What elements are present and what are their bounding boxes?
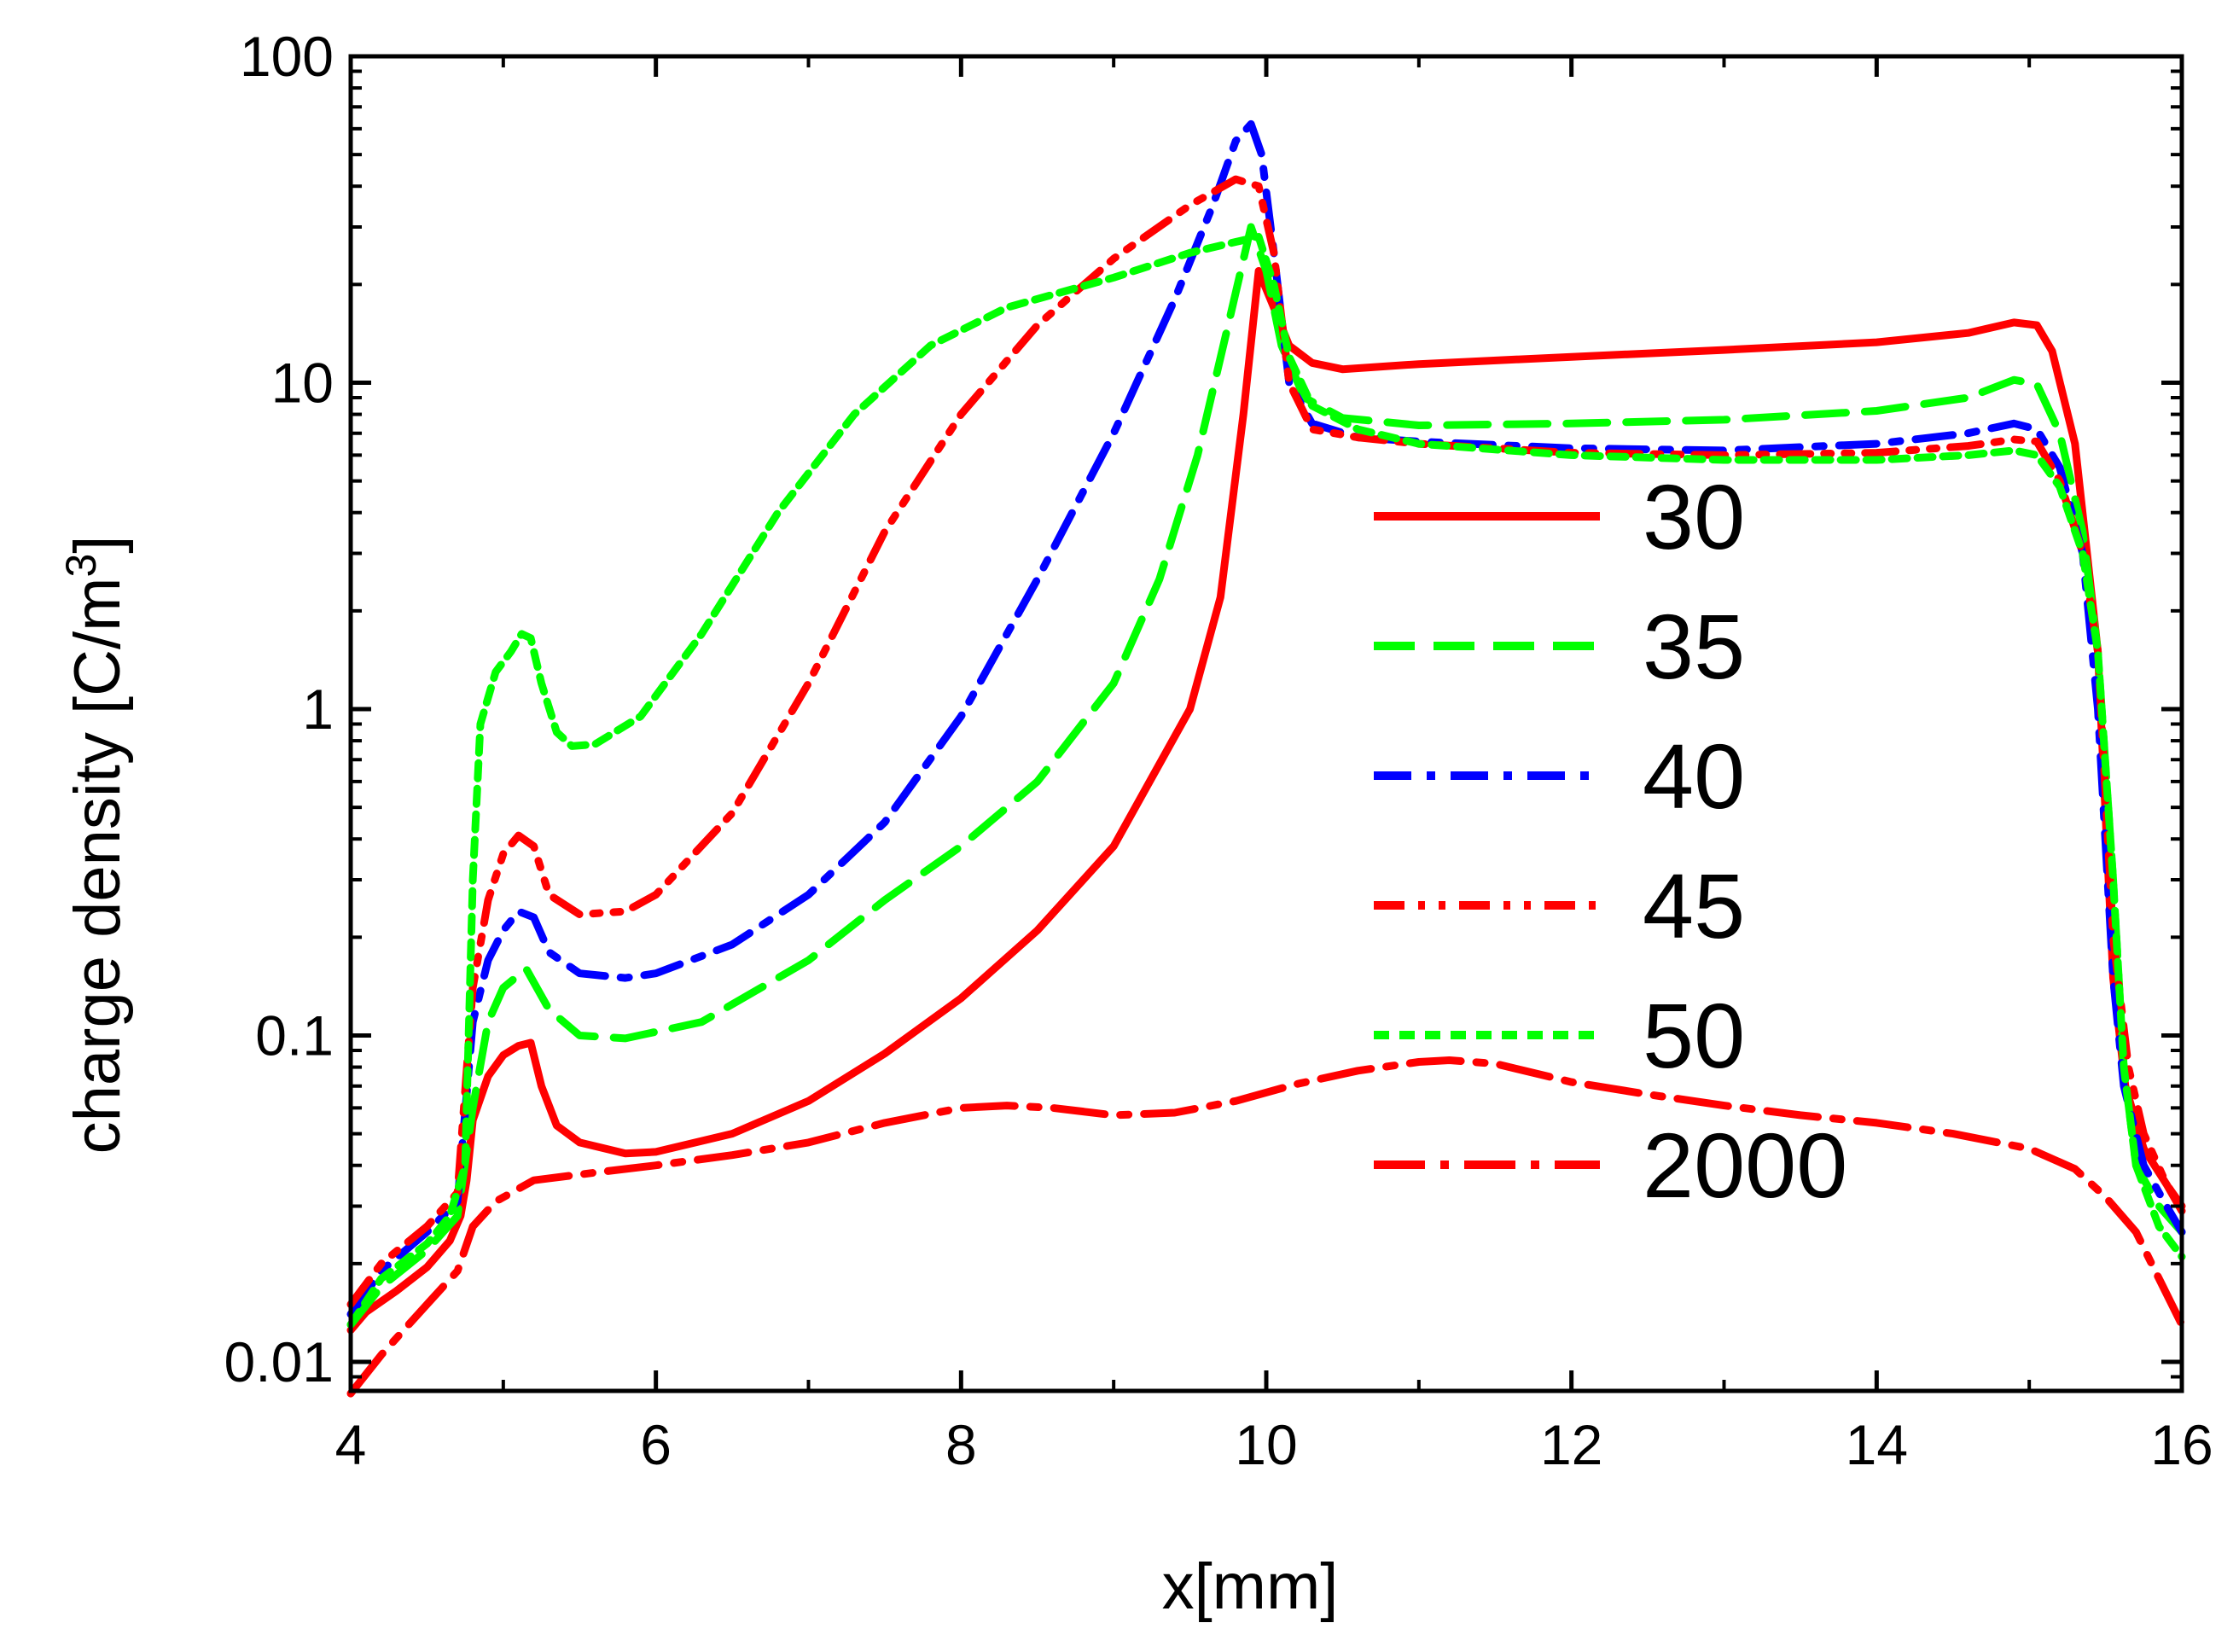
legend-label-30: 30 — [1643, 465, 1745, 568]
x-tick-label: 8 — [945, 1413, 977, 1476]
series-line-50 — [346, 233, 2186, 1329]
series-line-35 — [346, 223, 2186, 1329]
series-line-30 — [346, 267, 2186, 1335]
y-tick-label: 1 — [302, 678, 334, 741]
y-tick-label: 0.01 — [224, 1330, 334, 1393]
legend-label-2000: 2000 — [1643, 1114, 1847, 1217]
y-axis-label: charge density [C/m3] — [57, 536, 134, 1155]
y-tick-label: 100 — [240, 25, 334, 88]
x-tick-label: 12 — [1540, 1413, 1602, 1476]
series-line-2000 — [346, 1056, 2186, 1398]
x-axis-label: x[mm] — [1162, 1550, 1339, 1623]
x-tick-label: 4 — [335, 1413, 367, 1476]
x-tick-label: 16 — [2150, 1413, 2213, 1476]
legend-label-40: 40 — [1643, 724, 1745, 828]
series-line-40 — [346, 119, 2186, 1318]
legend: 30 35 40 45 50 2000 — [1374, 465, 1847, 1217]
legend-label-35: 35 — [1643, 595, 1745, 698]
legend-label-45: 45 — [1643, 854, 1745, 957]
x-tick-label: 6 — [640, 1413, 672, 1476]
y-tick-label: 0.1 — [255, 1004, 334, 1067]
x-tick-label: 14 — [1846, 1413, 1908, 1476]
legend-label-50: 50 — [1643, 984, 1745, 1087]
y-tick-label: 10 — [271, 352, 334, 415]
x-tick-label: 10 — [1235, 1413, 1297, 1476]
